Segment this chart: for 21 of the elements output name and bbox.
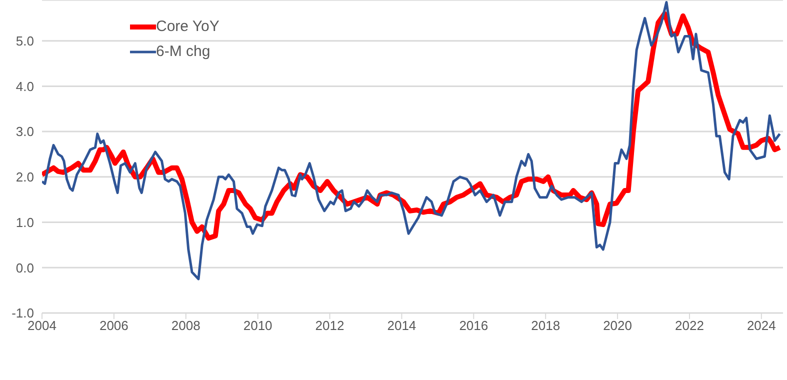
x-tick-label: 2020	[603, 318, 632, 334]
x-tick-label: 2018	[531, 318, 560, 334]
x-tick-label: 2016	[459, 318, 488, 334]
x-tick-label: 2012	[315, 318, 344, 334]
legend-label: Core YoY	[156, 18, 220, 35]
y-tick-label: 2.0	[16, 170, 34, 185]
y-tick-label: 4.0	[16, 78, 34, 94]
x-tick-label: 2022	[675, 318, 704, 334]
x-tick-label: 2004	[28, 318, 56, 334]
x-tick-label: 2006	[99, 318, 128, 334]
x-tick-label: 2008	[171, 318, 200, 334]
x-tick-label: 2010	[243, 318, 272, 334]
y-tick-label: 3.0	[16, 124, 34, 140]
line-series	[42, 1, 782, 280]
y-tick-label: 5.0	[16, 33, 34, 48]
y-tick-label: 1.0	[16, 214, 34, 230]
x-tick-label: 2024	[746, 318, 776, 334]
y-tick-label: 0.0	[16, 260, 34, 276]
y-tick-label: -1.0	[12, 306, 34, 321]
x-tick-label: 2014	[387, 318, 416, 334]
legend-label: 6-M chg	[156, 43, 210, 60]
